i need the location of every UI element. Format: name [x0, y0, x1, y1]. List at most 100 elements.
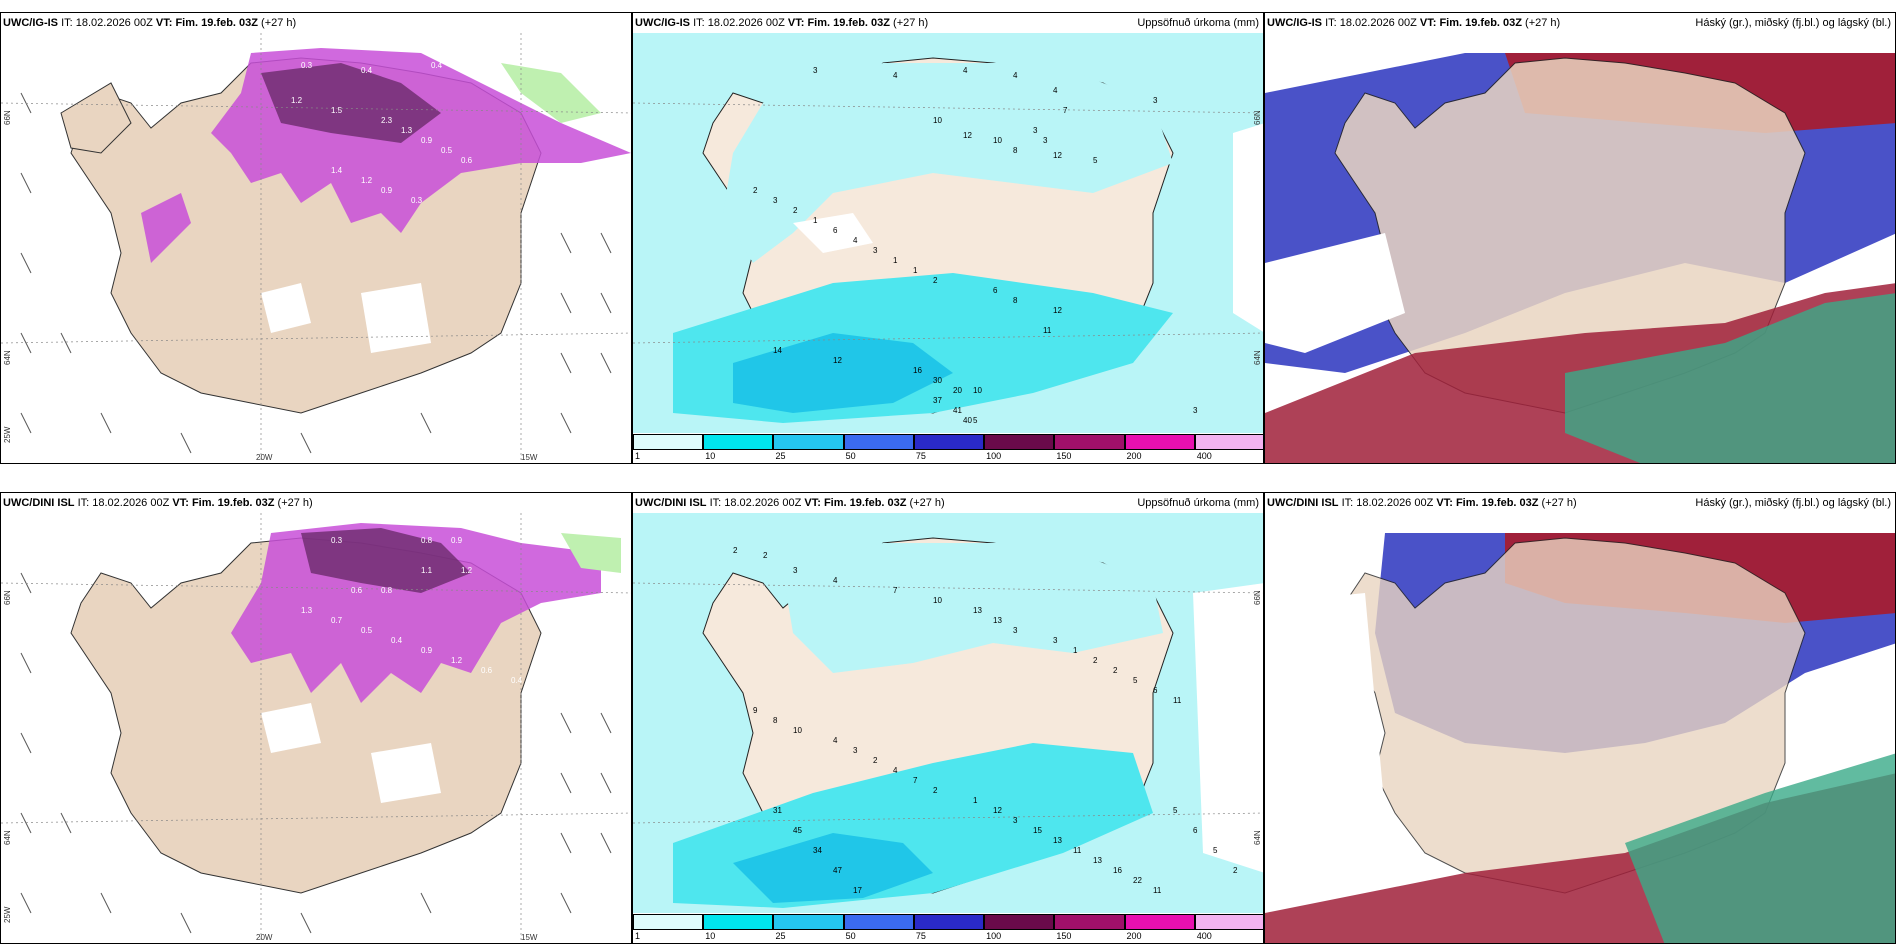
- value-label: 1: [973, 796, 978, 805]
- colorbar-swatch: [843, 914, 914, 930]
- white-sea: [1265, 233, 1405, 353]
- colorbar-tick: 100: [986, 931, 1002, 941]
- value-label: 1: [913, 266, 918, 275]
- value-label: 2: [933, 786, 938, 795]
- colorbar-tick: 25: [775, 931, 786, 941]
- graticule: [1, 513, 631, 943]
- value-label: 0.6: [351, 586, 363, 595]
- value-label: 10: [933, 596, 942, 605]
- value-label: 2.3: [381, 116, 393, 125]
- cyan-north-band: [783, 543, 1163, 673]
- value-label: 0.3: [471, 61, 483, 70]
- value-label: 5: [1133, 676, 1138, 685]
- panel-title-right: Háský (gr.), miðský (fj.bl.) og lágský (…: [1695, 17, 1891, 29]
- lon-label-15w: 15W: [521, 453, 538, 462]
- value-label: 3: [1053, 636, 1058, 645]
- value-label: 0.3: [411, 196, 423, 205]
- low-cloud-green: [1625, 753, 1895, 943]
- panel-header: UWC/IG-IS IT: 18.02.2026 00Z VT: Fim. 19…: [1, 13, 631, 33]
- panel-title-right: Uppsöfnuð úrkoma (mm): [1137, 17, 1259, 29]
- map-accum-precip: 3444437103312108125232164311268121114121…: [633, 33, 1263, 435]
- graticule: [1, 33, 631, 463]
- value-label: 2: [733, 546, 738, 555]
- map-panel-accum-precip-dini: UWC/DINI ISL IT: 18.02.2026 00Z VT: Fim.…: [632, 492, 1264, 944]
- value-label: 0.4: [431, 61, 443, 70]
- white-sea-east: [1233, 123, 1263, 332]
- value-label: 10: [993, 136, 1002, 145]
- value-label: 2: [753, 186, 758, 195]
- lat-label-66n: 66N: [1253, 590, 1262, 605]
- value-label: 14: [773, 346, 782, 355]
- value-label: 3: [1013, 816, 1018, 825]
- value-label: 1.2: [291, 96, 303, 105]
- value-label: 0.4: [391, 636, 403, 645]
- snow-white-patches: [261, 703, 441, 803]
- value-label: 1: [813, 216, 818, 225]
- colorbar-tick: 50: [845, 931, 856, 941]
- value-label: 4: [893, 71, 898, 80]
- lat-label-64n: 64N: [3, 350, 12, 365]
- colorbar-swatch: [984, 434, 1055, 450]
- value-label: 3: [813, 66, 818, 75]
- value-label: 6: [1193, 826, 1198, 835]
- value-label: 8: [773, 716, 778, 725]
- value-label: 12: [833, 356, 842, 365]
- colorbar-swatch: [1124, 914, 1195, 930]
- value-label: 0.3: [331, 536, 343, 545]
- value-label: 2: [933, 276, 938, 285]
- value-label: 3: [873, 246, 878, 255]
- value-label: 1: [1073, 646, 1078, 655]
- map-panel-clouds-igis: UWC/IG-IS IT: 18.02.2026 00Z VT: Fim. 19…: [1264, 12, 1896, 464]
- panel-header: UWC/DINI ISL IT: 18.02.2026 00Z VT: Fim.…: [1, 493, 631, 513]
- value-label: 4: [1053, 86, 1058, 95]
- value-label: 6: [833, 226, 838, 235]
- value-label: 40: [963, 416, 972, 425]
- colorbar-tick: 200: [1126, 931, 1142, 941]
- panel-header: UWC/IG-IS IT: 18.02.2026 00Z VT: Fim. 19…: [633, 13, 1263, 33]
- value-label: 5: [973, 416, 978, 425]
- value-label: 2: [793, 206, 798, 215]
- value-label: 1.5: [331, 106, 343, 115]
- colorbar-swatch: [913, 914, 985, 930]
- value-label: 3: [1153, 96, 1158, 105]
- precip-dark-core: [261, 63, 441, 143]
- value-label: 11: [1043, 326, 1052, 335]
- value-label: 0.6: [461, 156, 473, 165]
- colorbar-swatch: [1054, 434, 1125, 450]
- colorbar-tick: 75: [915, 451, 926, 461]
- map-panel-wind-precip-dini: UWC/DINI ISL IT: 18.02.2026 00Z VT: Fim.…: [0, 492, 632, 944]
- colorbar-tick: 400: [1196, 931, 1212, 941]
- value-label: 8: [1013, 146, 1018, 155]
- colorbar-tick: 75: [915, 931, 926, 941]
- value-label: 6: [1153, 686, 1158, 695]
- value-label: 0.5: [441, 146, 453, 155]
- precip-green-patch: [561, 533, 621, 573]
- value-label: 20: [953, 386, 962, 395]
- value-label: 1.1: [421, 566, 433, 575]
- map-panel-accum-precip-igis: UWC/IG-IS IT: 18.02.2026 00Z VT: Fim. 19…: [632, 12, 1264, 464]
- value-label: 6: [993, 286, 998, 295]
- value-label: 11: [1173, 696, 1182, 705]
- cyan-north-band: [723, 63, 1173, 263]
- value-label: 5: [1213, 846, 1218, 855]
- value-label: 1.2: [461, 566, 473, 575]
- map-panel-clouds-dini: UWC/DINI ISL IT: 18.02.2026 00Z VT: Fim.…: [1264, 492, 1896, 944]
- precip-colorbar: 1 10 25 50 75 100 150 200 400: [633, 433, 1263, 463]
- white-sea: [1265, 593, 1385, 853]
- value-label: 0.7: [331, 616, 343, 625]
- map-clouds: [1265, 33, 1895, 463]
- deep-cyan-core: [733, 833, 933, 903]
- value-label: 1.4: [331, 166, 343, 175]
- value-label: 0.9: [451, 536, 463, 545]
- lon-label-20w: 20W: [256, 933, 273, 942]
- value-label: 1.2: [361, 176, 373, 185]
- value-label: 47: [833, 866, 842, 875]
- precip-green-patch: [501, 63, 601, 123]
- value-label: 3: [773, 196, 778, 205]
- value-label: 8: [1013, 296, 1018, 305]
- value-label: 4: [893, 766, 898, 775]
- panel-header: UWC/DINI ISL IT: 18.02.2026 00Z VT: Fim.…: [1265, 493, 1895, 513]
- colorbar-swatch: [1194, 434, 1263, 450]
- precip-dark-core: [301, 528, 471, 593]
- value-label: 12: [1053, 151, 1062, 160]
